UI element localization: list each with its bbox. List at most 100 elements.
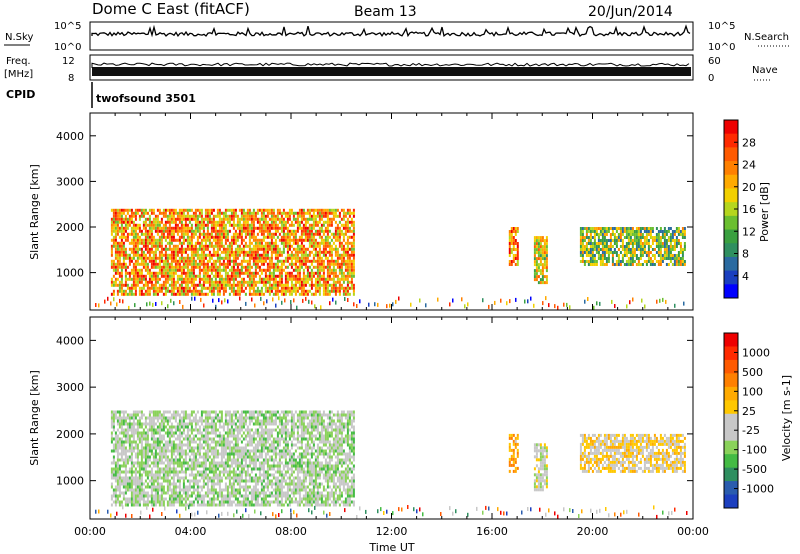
scatter-cell [308, 265, 311, 269]
scatter-cell [615, 239, 618, 242]
scatter-cell [579, 248, 582, 251]
scatter-cell [294, 283, 297, 287]
scatter-cell [238, 289, 241, 293]
scatter-cell [168, 416, 171, 420]
scatter-cell [174, 458, 177, 462]
scatter-cell [142, 467, 145, 471]
scatter-cell [601, 263, 604, 266]
scatter-cell [114, 461, 117, 465]
scatter-cell [200, 289, 203, 293]
scatter-cell [182, 247, 185, 251]
scatter-cell [244, 232, 247, 236]
scatter-cell [140, 422, 143, 426]
scatter-cell [284, 256, 287, 260]
scatter-cell [298, 208, 301, 212]
scatter-cell [188, 226, 191, 230]
scatter-cell [346, 289, 349, 293]
nave-tick-bottom: 0 [708, 73, 714, 84]
ground-scatter-cell [239, 296, 241, 301]
scatter-cell [142, 503, 145, 507]
scatter-cell [116, 482, 119, 486]
scatter-cell [627, 260, 630, 263]
scatter-cell [110, 217, 113, 221]
scatter-cell [122, 431, 125, 435]
scatter-cell [659, 254, 662, 257]
scatter-cell [190, 491, 193, 495]
scatter-cell [318, 250, 321, 254]
scatter-cell [292, 214, 295, 218]
scatter-cell [112, 289, 115, 293]
scatter-cell [304, 247, 307, 251]
scatter-cell [124, 428, 127, 432]
scatter-cell [342, 280, 345, 284]
scatter-cell [346, 268, 349, 272]
scatter-cell [164, 289, 167, 293]
scatter-cell [146, 271, 149, 275]
scatter-cell [326, 280, 329, 284]
scatter-cell [134, 428, 137, 432]
scatter-cell [142, 437, 145, 441]
scatter-cell [160, 488, 163, 492]
scatter-cell [605, 230, 608, 233]
scatter-cell [609, 251, 612, 254]
scatter-cell [180, 214, 183, 218]
scatter-cell [288, 223, 291, 227]
scatter-cell [170, 211, 173, 215]
scatter-cell [136, 470, 139, 474]
scatter-cell [236, 214, 239, 218]
scatter-cell [667, 227, 670, 230]
freq-label: Freq. [6, 56, 31, 67]
scatter-cell [204, 217, 207, 221]
scatter-cell [180, 452, 183, 456]
scatter-cell [667, 263, 670, 266]
scatter-cell [190, 244, 193, 248]
scatter-cell [328, 253, 331, 257]
scatter-cell [186, 289, 189, 293]
scatter-cell [242, 220, 245, 224]
scatter-cell [328, 292, 331, 296]
scatter-cell [224, 274, 227, 278]
scatter-cell [240, 214, 243, 218]
scatter-cell [348, 286, 351, 290]
scatter-cell [615, 251, 618, 254]
scatter-cell [116, 473, 119, 477]
scatter-cell [328, 283, 331, 287]
scatter-cell [302, 250, 305, 254]
scatter-cell [200, 244, 203, 248]
scatter-cell [182, 428, 185, 432]
scatter-cell [512, 257, 515, 260]
scatter-cell [154, 455, 157, 459]
scatter-cell [148, 422, 151, 426]
scatter-cell [230, 277, 233, 281]
scatter-cell [116, 467, 119, 471]
scatter-cell [174, 253, 177, 257]
scatter-cell [200, 455, 203, 459]
scatter-cell [298, 238, 301, 242]
scatter-cell [210, 232, 213, 236]
scatter-cell [176, 238, 179, 242]
scatter-cell [344, 268, 347, 272]
scatter-cell [342, 277, 345, 281]
scatter-cell [609, 248, 612, 251]
scatter-cell [128, 262, 131, 266]
scatter-cell [138, 268, 141, 272]
scatter-cell [114, 217, 117, 221]
scatter-cell [240, 208, 243, 212]
scatter-cell [186, 241, 189, 245]
scatter-cell [545, 248, 548, 252]
scatter-cell [617, 263, 620, 266]
scatter-cell [653, 248, 656, 251]
scatter-cell [150, 241, 153, 245]
scatter-cell [214, 467, 217, 471]
scatter-cell [186, 283, 189, 287]
scatter-cell [146, 461, 149, 465]
ground-scatter-cell [410, 302, 412, 307]
scatter-cell [254, 217, 257, 221]
scatter-cell [224, 241, 227, 245]
scatter-cell [184, 223, 187, 227]
scatter-cell [332, 262, 335, 266]
scatter-cell [206, 247, 209, 251]
scatter-cell [124, 497, 127, 501]
scatter-cell [160, 422, 163, 426]
scatter-cell [170, 238, 173, 242]
